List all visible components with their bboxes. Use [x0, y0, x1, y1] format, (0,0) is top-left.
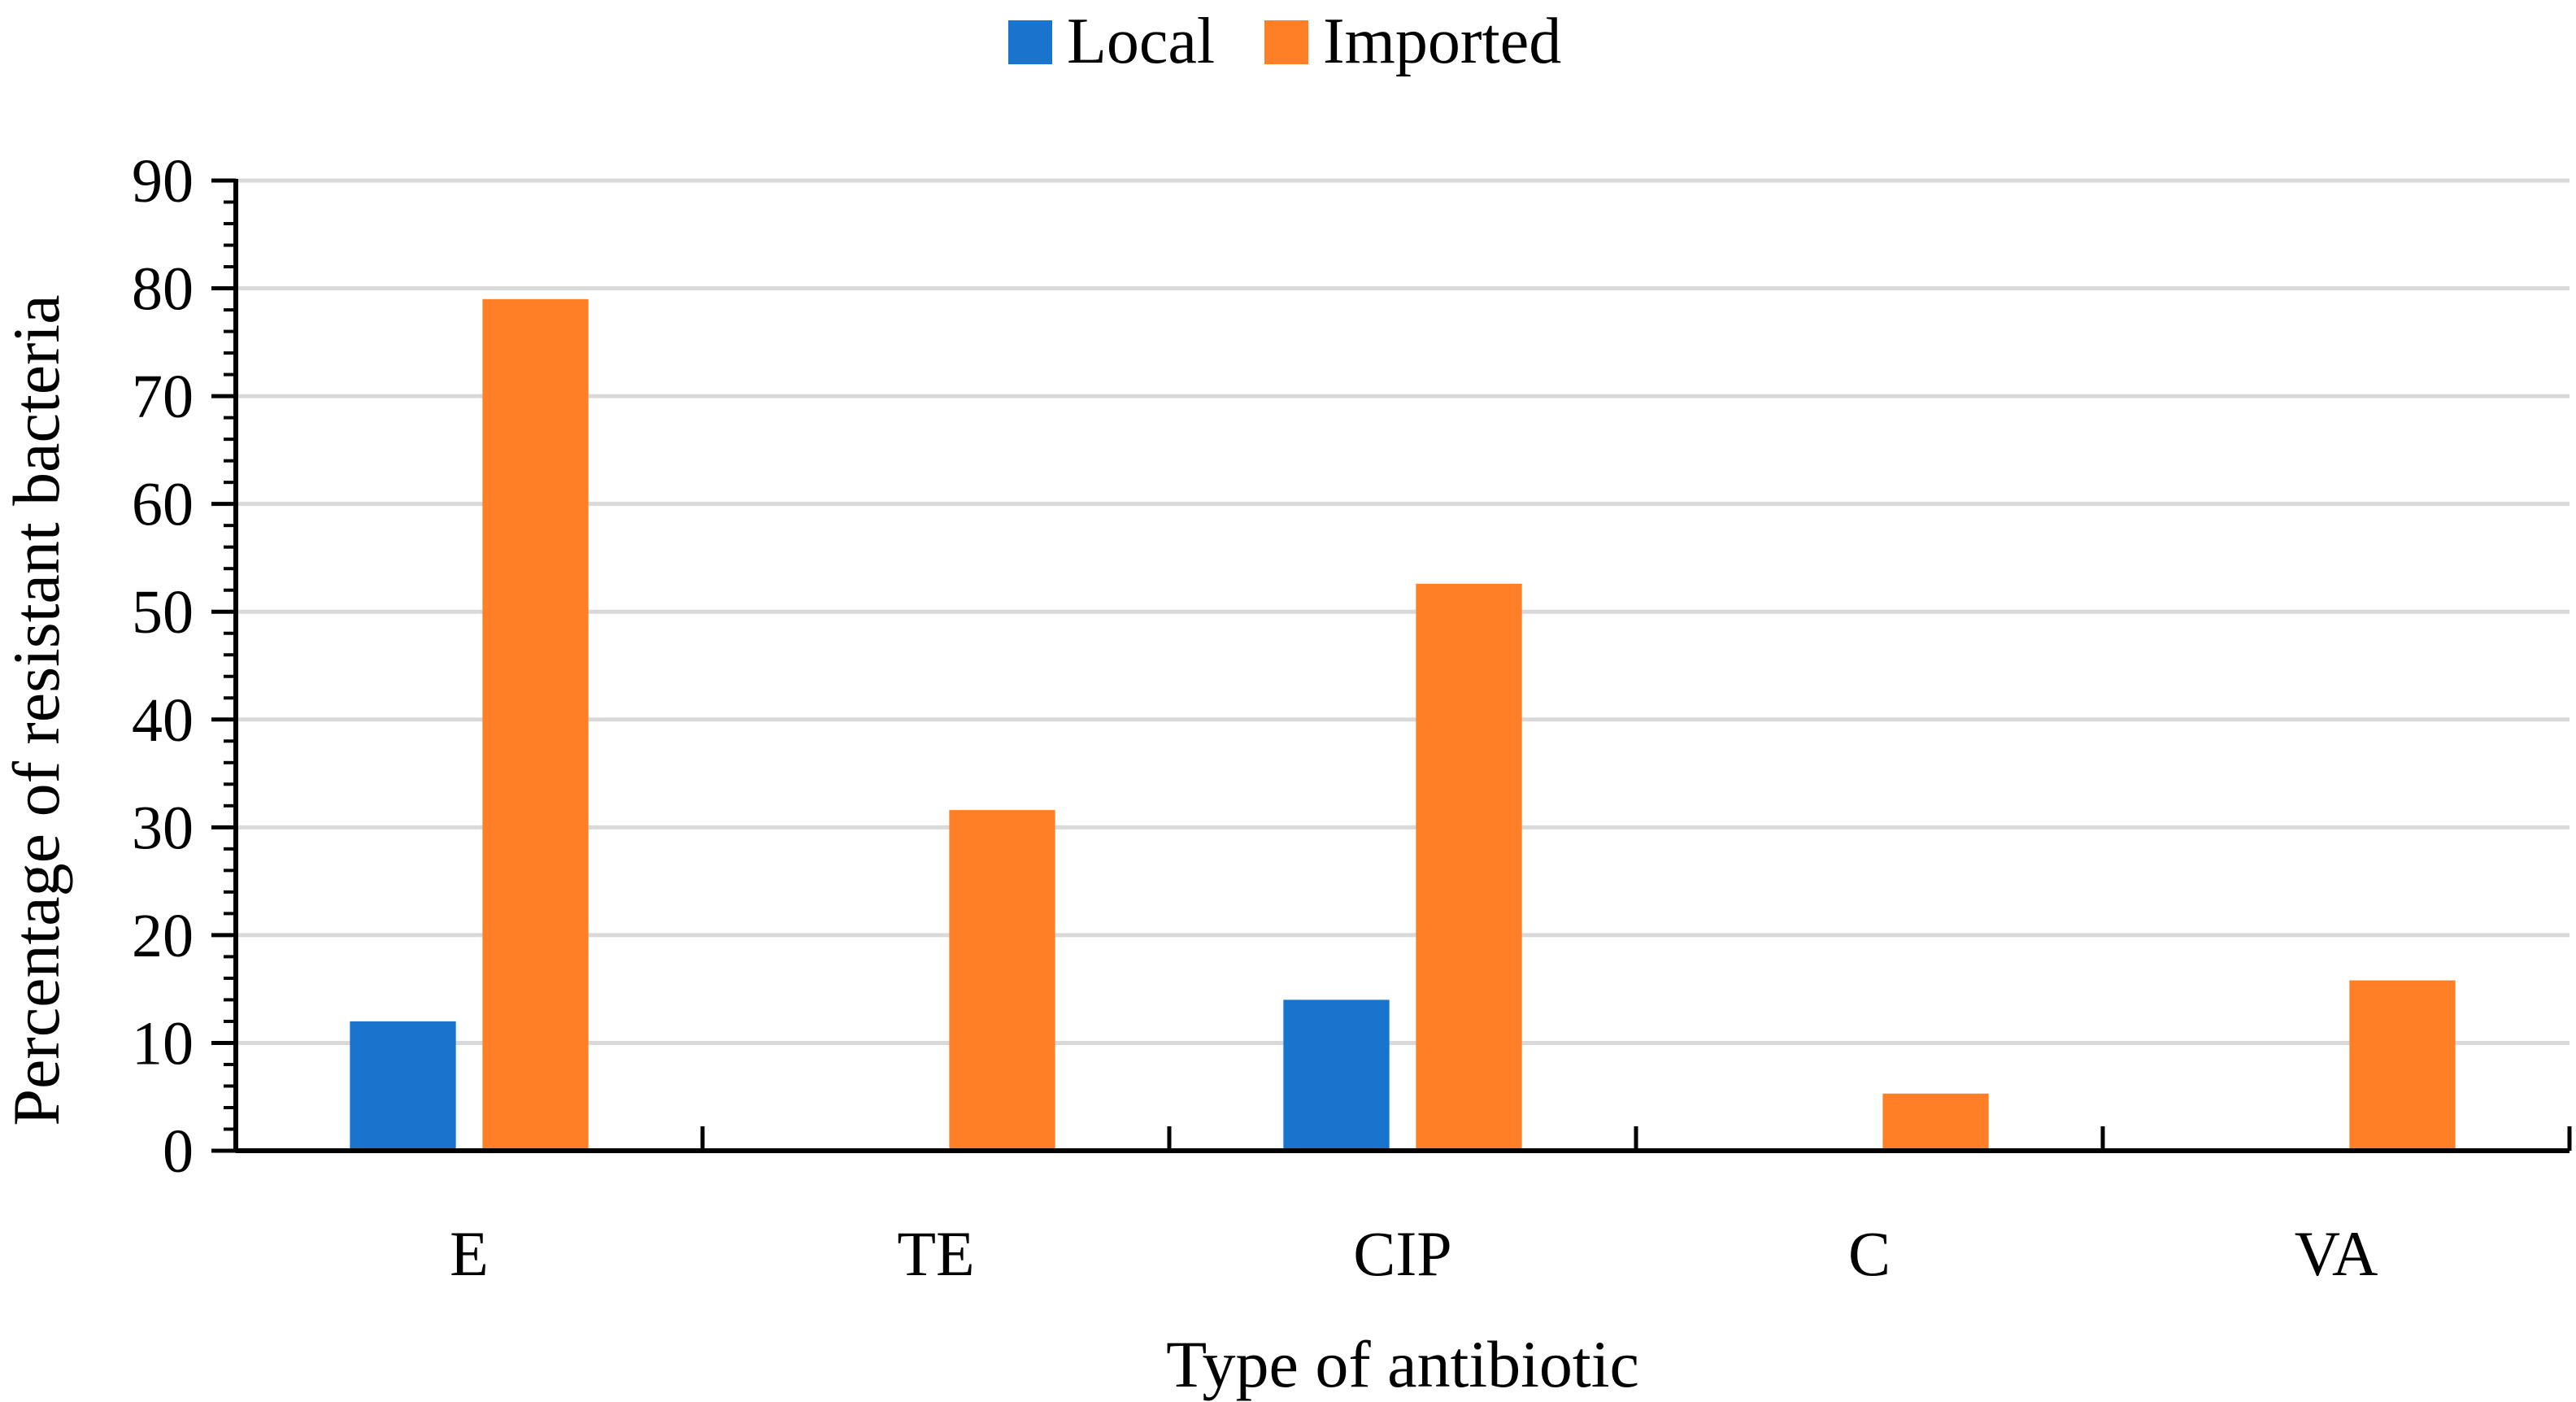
- bar-local-cip: [1283, 999, 1390, 1151]
- y-tick-label: 50: [132, 578, 194, 647]
- tick-labels: 0 10 20 30 40 50 60 70 80 90 E TE CIP C VA: [132, 147, 2378, 1289]
- x-tick-label: VA: [2295, 1218, 2378, 1289]
- x-tick-label: E: [450, 1218, 489, 1289]
- legend: Local Imported: [1008, 6, 1561, 77]
- x-tick-label: CIP: [1353, 1218, 1451, 1289]
- y-tick-label: 10: [132, 1009, 194, 1078]
- legend-label-imported: Imported: [1323, 6, 1561, 77]
- x-tick-label: C: [1848, 1218, 1891, 1289]
- y-tick-label: 80: [132, 255, 194, 324]
- y-axis-title: Percentage of resistant bacteria: [0, 294, 73, 1126]
- bar-imported-e: [482, 298, 589, 1152]
- legend-swatch-imported: [1264, 20, 1308, 64]
- axes: [211, 178, 2572, 1153]
- y-tick-label: 90: [132, 147, 194, 216]
- y-tick-label: 70: [132, 363, 194, 431]
- y-tick-label: 30: [132, 794, 194, 862]
- gridlines: [236, 178, 2569, 1045]
- x-axis-title: Type of antibiotic: [1166, 1327, 1639, 1401]
- bar-imported-cip: [1416, 583, 1522, 1151]
- x-tick-label: TE: [897, 1218, 974, 1289]
- bar-imported-c: [1882, 1093, 1989, 1151]
- bar-imported-te: [949, 810, 1055, 1151]
- y-tick-label: 0: [163, 1117, 194, 1186]
- y-tick-label: 20: [132, 902, 194, 970]
- legend-label-local: Local: [1067, 6, 1215, 77]
- bar-local-e: [350, 1021, 456, 1151]
- legend-swatch-local: [1008, 20, 1052, 64]
- bars: [350, 298, 2456, 1152]
- bar-imported-va: [2349, 980, 2456, 1151]
- y-tick-label: 60: [132, 471, 194, 539]
- y-tick-label: 40: [132, 686, 194, 755]
